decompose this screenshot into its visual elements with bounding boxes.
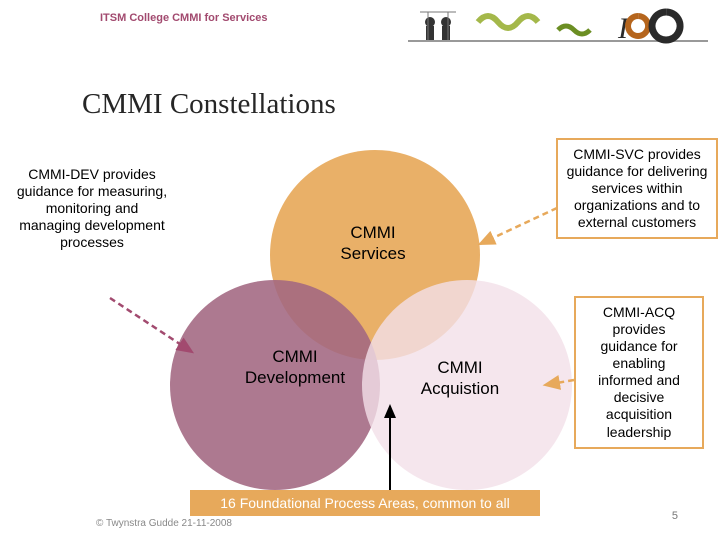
page-number: 5 xyxy=(672,510,678,522)
footer-copyright: © Twynstra Gudde 21-11-2008 xyxy=(96,518,232,529)
arrow-dev xyxy=(0,0,728,546)
foundation-bar: 16 Foundational Process Areas, common to… xyxy=(190,490,540,516)
